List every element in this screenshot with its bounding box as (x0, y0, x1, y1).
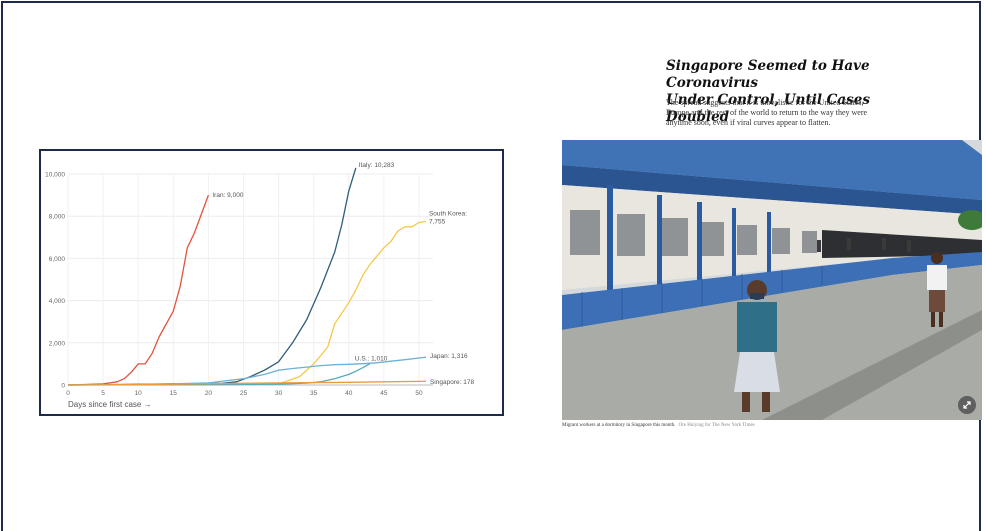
y-tick-label: 0 (61, 383, 65, 390)
series-label-singapore: Singapore: 178 (430, 379, 474, 386)
y-tick-label: 10,000 (45, 172, 65, 179)
series-line-japan (67, 356, 427, 386)
series-label-line: South Korea: (429, 210, 467, 217)
y-tick-label: 2,000 (49, 340, 66, 347)
x-tick-label: 10 (135, 390, 143, 397)
article-summary: The spread suggests that it is unrealist… (666, 98, 886, 128)
series-line-south-korea (67, 220, 427, 386)
x-tick-label: 25 (240, 390, 248, 397)
cases-chart: 0 2,000 4,000 6,000 8,000 10,000 0 5 10 15 20 25 30 3… (39, 149, 504, 416)
expand-photo-button[interactable] (958, 396, 976, 414)
x-tick-label: 15 (170, 390, 178, 397)
article-photo (562, 140, 982, 420)
series-label-iran: Iran: 9,000 (212, 192, 243, 199)
series-line-singapore (67, 380, 427, 386)
photo-credit: Ore Huiying for The New York Times (678, 423, 755, 428)
photo-caption: Migrant workers at a dormitory in Singap… (562, 423, 982, 428)
x-tick-label: 20 (205, 390, 213, 397)
caption-text: Migrant workers at a dormitory in Singap… (562, 423, 676, 428)
x-tick-label: 30 (275, 390, 283, 397)
headline-line-2: Under Control, Until Cases Doubled (666, 92, 870, 125)
x-axis-label: Days since first case → (68, 400, 152, 409)
y-tick-label: 8,000 (49, 214, 66, 221)
x-tick-label: 5 (101, 390, 105, 397)
headline-line-1: Singapore Seemed to Have Coronavirus (666, 58, 870, 91)
series-line-u-s- (67, 363, 371, 386)
summary-line-1: The spread suggests that it is unrealist… (666, 98, 864, 107)
series-label-south-korea: South Korea: 7,755 (429, 210, 467, 225)
chart-svg: 0 2,000 4,000 6,000 8,000 10,000 0 5 10 15 20 25 30 3… (45, 162, 474, 409)
summary-line-3: anytime soon, even if viral curves appea… (666, 118, 831, 127)
series-line-italy (67, 167, 357, 386)
y-tick-label: 6,000 (49, 256, 66, 263)
x-tick-label: 50 (415, 390, 423, 397)
series-line-iran (67, 194, 210, 386)
expand-icon (963, 401, 971, 409)
series-label-japan: Japan: 1,316 (430, 353, 468, 360)
x-tick-label: 0 (66, 390, 70, 397)
y-tick-label: 4,000 (49, 298, 66, 305)
x-tick-label: 40 (345, 390, 353, 397)
series-label-italy: Italy: 10,283 (359, 162, 395, 169)
summary-line-2: Europe and the rest of the world to retu… (666, 108, 868, 117)
dormitory-photo-illustration (562, 140, 982, 420)
series-label-u-s-: U.S.: 1,010 (355, 356, 388, 363)
x-tick-label: 35 (310, 390, 318, 397)
series-label-line: 7,755 (429, 218, 446, 225)
article-headline[interactable]: Singapore Seemed to Have Coronavirus Und… (666, 58, 916, 126)
x-tick-label: 45 (380, 390, 388, 397)
